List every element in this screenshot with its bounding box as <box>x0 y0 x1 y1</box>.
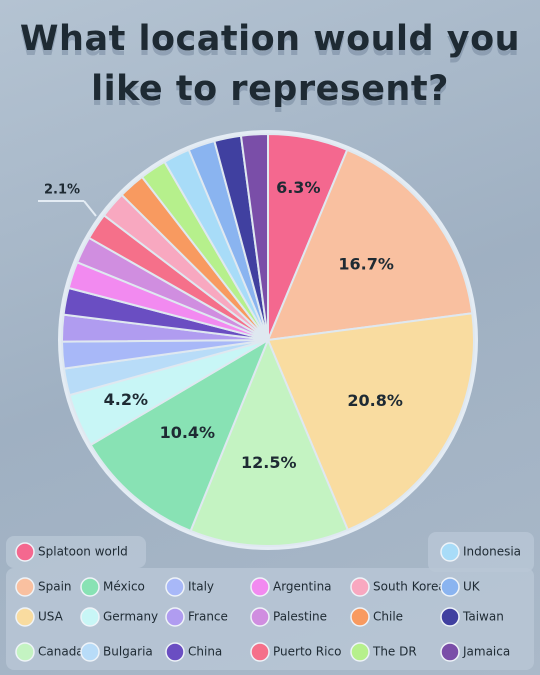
legend-label: Indonesia <box>463 545 521 559</box>
legend-marker <box>350 607 370 627</box>
legend-label: Italy <box>188 580 214 594</box>
legend-marker <box>165 577 185 597</box>
pie-slice <box>189 337 350 547</box>
legend-label: France <box>188 610 228 624</box>
legend-label: UK <box>463 580 481 594</box>
legend-label: Jamaica <box>462 645 510 659</box>
legend-marker <box>165 642 185 662</box>
data-label: 4.2% <box>104 390 148 409</box>
data-label: 16.7% <box>338 254 394 273</box>
legend-marker <box>15 607 35 627</box>
legend-label: Spain <box>38 580 72 594</box>
legend-marker <box>440 542 460 562</box>
legend-marker <box>80 642 100 662</box>
data-label: 12.5% <box>241 453 297 472</box>
legend-label: Palestine <box>273 610 327 624</box>
legend-label: The DR <box>372 645 417 659</box>
legend-marker <box>15 577 35 597</box>
legend-label: Puerto Rico <box>273 645 341 659</box>
legend-marker <box>80 577 100 597</box>
legend-marker <box>250 577 270 597</box>
legend-label: Splatoon world <box>38 545 128 559</box>
legend-marker <box>440 607 460 627</box>
legend-marker <box>350 642 370 662</box>
data-label: 2.1% <box>44 183 80 198</box>
legend-panel <box>428 532 534 572</box>
legend-label: Canada <box>38 645 84 659</box>
data-label: 10.4% <box>160 423 216 442</box>
legend-label: USA <box>38 610 64 624</box>
legend-marker <box>440 642 460 662</box>
pie-slice <box>266 148 474 342</box>
legend-marker <box>80 607 100 627</box>
chart-title: What location would you like to represen… <box>19 19 521 109</box>
leader-line <box>83 200 97 217</box>
legend-label: China <box>188 645 222 659</box>
legend-marker <box>250 607 270 627</box>
pie-slice <box>89 337 271 533</box>
legend-label: Chile <box>373 610 403 624</box>
legend-panel <box>6 536 146 568</box>
legend-marker <box>15 542 35 562</box>
legend-label: Argentina <box>273 580 332 594</box>
data-label: 6.3% <box>276 178 320 197</box>
legend-label: México <box>103 580 145 594</box>
pie-slice <box>266 312 475 532</box>
legend-label: Bulgaria <box>103 645 153 659</box>
legend-marker <box>440 577 460 597</box>
legend-panel <box>6 568 534 670</box>
pie-slice <box>239 132 269 341</box>
data-label: 20.8% <box>347 391 403 410</box>
legend-marker <box>250 642 270 662</box>
legend-label: Germany <box>103 610 158 624</box>
legend-label: Taiwan <box>462 610 504 624</box>
legend-marker <box>15 642 35 662</box>
legend-marker <box>350 577 370 597</box>
legend-label: South Korea <box>373 580 446 594</box>
legend-marker <box>165 607 185 627</box>
